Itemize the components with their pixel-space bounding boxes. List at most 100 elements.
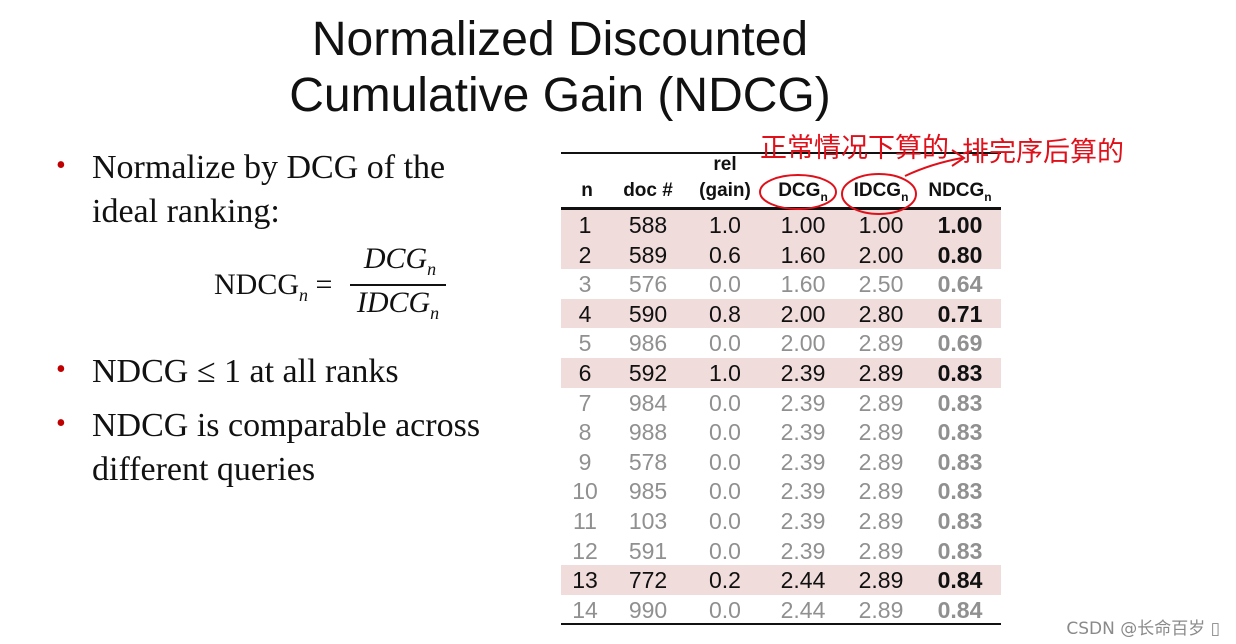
cell-rel: 0.8 (709, 300, 741, 327)
cell-ndcg: 0.64 (937, 271, 983, 298)
table-row: 12 591 0.0 2.39 2.89 0.83 (561, 536, 1001, 566)
cell-idcg: 2.89 (858, 537, 904, 564)
cell-dcg: 2.39 (780, 419, 826, 446)
bullet-text-line: NDCG ≤ 1 at all ranks (92, 353, 399, 390)
cell-idcg: 2.89 (858, 596, 904, 623)
table-row: 9 578 0.0 2.39 2.89 0.83 (561, 447, 1001, 477)
cell-idcg: 2.00 (858, 241, 904, 268)
cell-n: 9 (578, 448, 592, 475)
header-idcg-text: IDCG (853, 180, 902, 201)
table-row: 5 986 0.0 2.00 2.89 0.69 (561, 328, 1001, 358)
header-dcg-sub: n (820, 189, 828, 204)
cell-ndcg: 0.69 (937, 330, 983, 357)
cell-rel: 1.0 (709, 212, 741, 238)
table-row: 2 589 0.6 1.60 2.00 0.80 (561, 239, 1001, 270)
cell-ndcg: 0.83 (937, 360, 983, 386)
cell-n: 10 (572, 478, 598, 505)
header-ndcg-text: NDCG (928, 180, 985, 201)
cell-n: 13 (572, 567, 598, 594)
table-row: 7 984 0.0 2.39 2.89 0.83 (561, 388, 1001, 418)
header-ndcg: NDCGn (919, 180, 1001, 204)
cell-idcg: 2.89 (858, 360, 904, 386)
cell-doc: 772 (628, 567, 668, 594)
table-header-rule (561, 207, 1001, 210)
cell-rel: 0.0 (709, 537, 741, 564)
bullet-comparable: • NDCG is comparable across different qu… (52, 404, 572, 492)
cell-dcg: 2.39 (780, 478, 826, 505)
cell-idcg: 2.89 (858, 419, 904, 446)
cell-ndcg: 0.80 (937, 241, 983, 268)
table-row: 11 103 0.0 2.39 2.89 0.83 (561, 506, 1001, 536)
cell-rel: 0.0 (709, 508, 741, 534)
numerator-sub: n (427, 259, 437, 279)
header-dcg: DCGn (765, 180, 841, 204)
table-row: 1 588 1.0 1.00 1.00 1.00 (561, 210, 1001, 240)
cell-doc: 578 (628, 448, 668, 475)
cell-doc: 588 (628, 212, 668, 238)
cell-doc: 984 (628, 389, 668, 416)
bullet-dot-icon: • (56, 354, 66, 385)
header-n: n (581, 180, 593, 201)
cell-doc: 990 (628, 596, 668, 623)
cell-rel: 0.0 (709, 330, 741, 357)
cell-idcg: 2.89 (858, 330, 904, 357)
header-gain: (gain) (699, 180, 751, 201)
header-idcg-sub: n (901, 189, 909, 204)
cell-dcg: 2.39 (780, 360, 826, 386)
annotation-arrow (904, 157, 963, 177)
cell-idcg: 2.50 (858, 271, 904, 298)
cell-idcg: 2.89 (858, 508, 904, 534)
cell-dcg: 2.00 (780, 300, 826, 327)
header-rel: rel (713, 154, 737, 175)
cell-n: 8 (578, 419, 592, 446)
cell-ndcg: 0.83 (937, 537, 983, 564)
cell-idcg: 2.89 (858, 478, 904, 505)
table-row: 3 576 0.0 1.60 2.50 0.64 (561, 269, 1001, 299)
cell-ndcg: 0.84 (937, 567, 983, 594)
cell-n: 11 (573, 508, 597, 534)
header-ndcg-sub: n (984, 189, 992, 204)
bullet-text-line: Normalize by DCG of the (92, 149, 446, 186)
cell-n: 14 (572, 596, 598, 623)
bullet-dot-icon: • (56, 150, 66, 181)
bullet-text-line: ideal ranking: (92, 193, 280, 230)
table-row: 13 772 0.2 2.44 2.89 0.84 (561, 565, 1001, 595)
cell-dcg: 2.44 (780, 567, 826, 594)
cell-idcg: 1.00 (858, 212, 904, 238)
cell-ndcg: 0.83 (937, 419, 983, 446)
table-bottom-rule (561, 623, 1001, 625)
cell-ndcg: 0.84 (937, 596, 983, 623)
cell-idcg: 2.80 (858, 300, 904, 327)
cell-rel: 0.0 (709, 448, 741, 475)
cell-dcg: 2.39 (780, 389, 826, 416)
cell-doc: 985 (628, 478, 668, 505)
cell-rel: 0.0 (709, 271, 741, 298)
cell-n: 1 (578, 212, 592, 238)
bullet-dot-icon: • (56, 408, 66, 439)
cell-dcg: 2.44 (780, 596, 826, 623)
idcg-circle-mark (841, 173, 917, 215)
cell-ndcg: 0.83 (937, 448, 983, 475)
cell-ndcg: 0.83 (937, 478, 983, 505)
cell-rel: 0.0 (709, 596, 741, 623)
cell-ndcg: 0.83 (937, 508, 983, 534)
dcg-circle-mark (759, 174, 837, 210)
formula-lhs-text: NDCG (214, 268, 300, 301)
cell-doc: 986 (628, 330, 668, 357)
formula-lhs: NDCGn = (214, 268, 332, 306)
cell-dcg: 2.39 (780, 448, 826, 475)
cell-ndcg: 0.71 (937, 300, 983, 327)
cell-doc: 591 (628, 537, 668, 564)
formula-denominator: IDCGn (350, 286, 446, 324)
cell-n: 4 (578, 300, 592, 327)
table-top-rule (561, 152, 1001, 154)
cell-rel: 0.0 (709, 478, 741, 505)
cell-rel: 0.0 (709, 389, 741, 416)
cell-rel: 1.0 (709, 360, 741, 386)
bullet-at-all-ranks: • NDCG ≤ 1 at all ranks (52, 350, 572, 394)
cell-n: 6 (578, 360, 592, 386)
fraction-bar (350, 284, 446, 286)
cell-dcg: 2.00 (780, 330, 826, 357)
table-row: 14 990 0.0 2.44 2.89 0.84 (561, 595, 1001, 625)
